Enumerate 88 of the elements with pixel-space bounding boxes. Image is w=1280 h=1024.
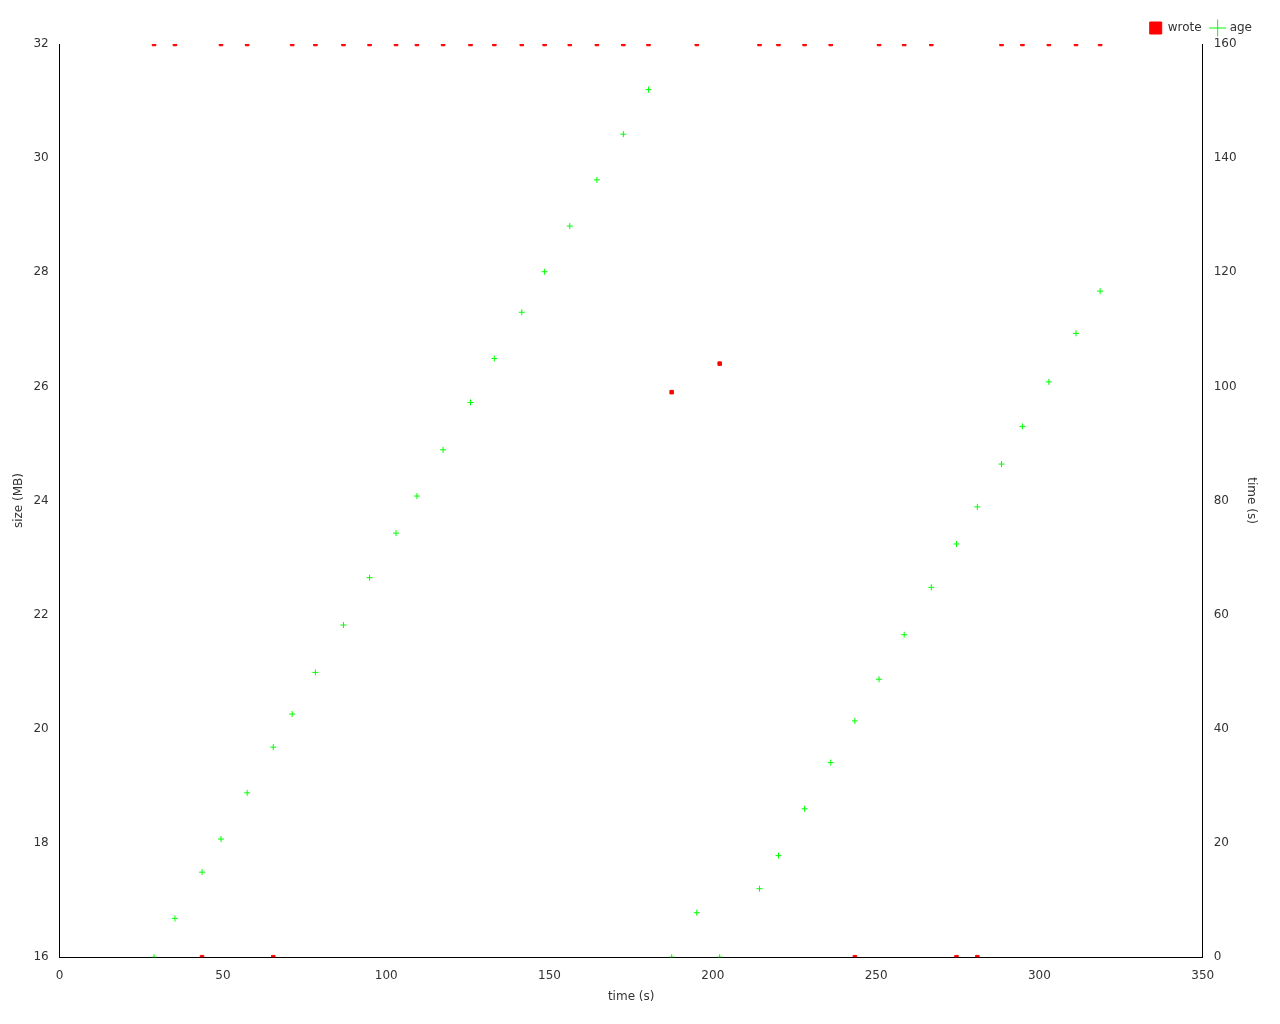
- point: [542, 44, 547, 47]
- point: [413, 492, 421, 500]
- point: [827, 759, 835, 767]
- x-tick-label: 250: [864, 967, 888, 982]
- point: [467, 398, 475, 406]
- y-axis-title: size (MB): [11, 473, 26, 529]
- y-tick-label: 32: [33, 36, 49, 51]
- x-axis-title: time (s): [607, 988, 655, 1003]
- point: [1020, 44, 1025, 47]
- point: [566, 222, 574, 230]
- point: [717, 361, 722, 366]
- point: [828, 44, 833, 47]
- point: [774, 852, 782, 860]
- y-tick-label: 30: [33, 150, 49, 165]
- point: [1045, 378, 1053, 386]
- y2-tick-label: 0: [1213, 949, 1222, 964]
- x-tick-label: 0: [55, 967, 64, 982]
- y2-tick-label: 140: [1213, 150, 1237, 165]
- point: [929, 44, 934, 47]
- x-tick-label: 300: [1027, 967, 1051, 982]
- point: [269, 743, 277, 751]
- x-tick-label: 200: [701, 967, 725, 982]
- legend-label: age: [1229, 20, 1253, 35]
- point: [954, 954, 959, 958]
- legend-label: wrote: [1167, 20, 1202, 35]
- point: [851, 717, 859, 725]
- point: [339, 621, 347, 629]
- y2-tick-label: 80: [1213, 492, 1229, 507]
- point: [311, 668, 319, 676]
- point: [646, 44, 651, 47]
- point: [288, 710, 296, 718]
- x-tick-label: 50: [215, 967, 231, 982]
- point: [875, 675, 883, 683]
- point: [1018, 422, 1026, 430]
- point: [1072, 329, 1080, 337]
- point: [852, 954, 858, 958]
- point: [1096, 287, 1104, 295]
- y2-tick-label: 60: [1213, 606, 1229, 621]
- y-tick-label: 18: [33, 835, 49, 850]
- point: [801, 805, 809, 813]
- point: [198, 868, 206, 876]
- point: [492, 44, 497, 47]
- point: [171, 914, 179, 922]
- point: [367, 44, 372, 47]
- point: [998, 460, 1006, 468]
- point: [619, 130, 627, 138]
- point: [313, 44, 318, 47]
- y2-tick-label: 100: [1213, 378, 1237, 393]
- point: [366, 574, 374, 582]
- point: [621, 44, 626, 47]
- point: [927, 583, 935, 591]
- point: [518, 308, 526, 316]
- point: [392, 529, 400, 537]
- point: [341, 44, 346, 47]
- x-tick-label: 350: [1191, 967, 1215, 982]
- y-tick-label: 26: [33, 378, 49, 393]
- x-tick-label: 100: [374, 967, 398, 982]
- point: [644, 86, 652, 94]
- y2-tick-label: 40: [1213, 721, 1229, 736]
- point: [973, 503, 981, 511]
- point: [541, 268, 549, 276]
- point: [270, 954, 276, 958]
- point: [776, 44, 781, 47]
- y2-tick-label: 20: [1213, 835, 1229, 850]
- point: [490, 354, 498, 362]
- point: [217, 835, 225, 843]
- point: [468, 44, 473, 47]
- point: [756, 885, 764, 893]
- point: [757, 44, 762, 47]
- point: [693, 909, 701, 917]
- point: [669, 389, 674, 395]
- y2-tick-label: 160: [1213, 36, 1237, 51]
- x-tick-label: 150: [538, 967, 561, 982]
- point: [593, 176, 601, 184]
- y-tick-label: 22: [33, 606, 49, 621]
- y-tick-label: 24: [33, 492, 49, 507]
- point: [952, 540, 960, 548]
- point: [900, 631, 908, 639]
- point: [802, 44, 807, 47]
- y2-axis-title: time (s): [1244, 477, 1259, 524]
- y-tick-label: 20: [33, 721, 49, 736]
- point: [439, 446, 447, 454]
- point: [975, 954, 980, 958]
- point: [999, 44, 1004, 47]
- y-tick-label: 28: [33, 264, 49, 279]
- y2-tick-label: 120: [1213, 264, 1237, 279]
- point: [243, 789, 251, 797]
- y-tick-label: 16: [33, 949, 49, 964]
